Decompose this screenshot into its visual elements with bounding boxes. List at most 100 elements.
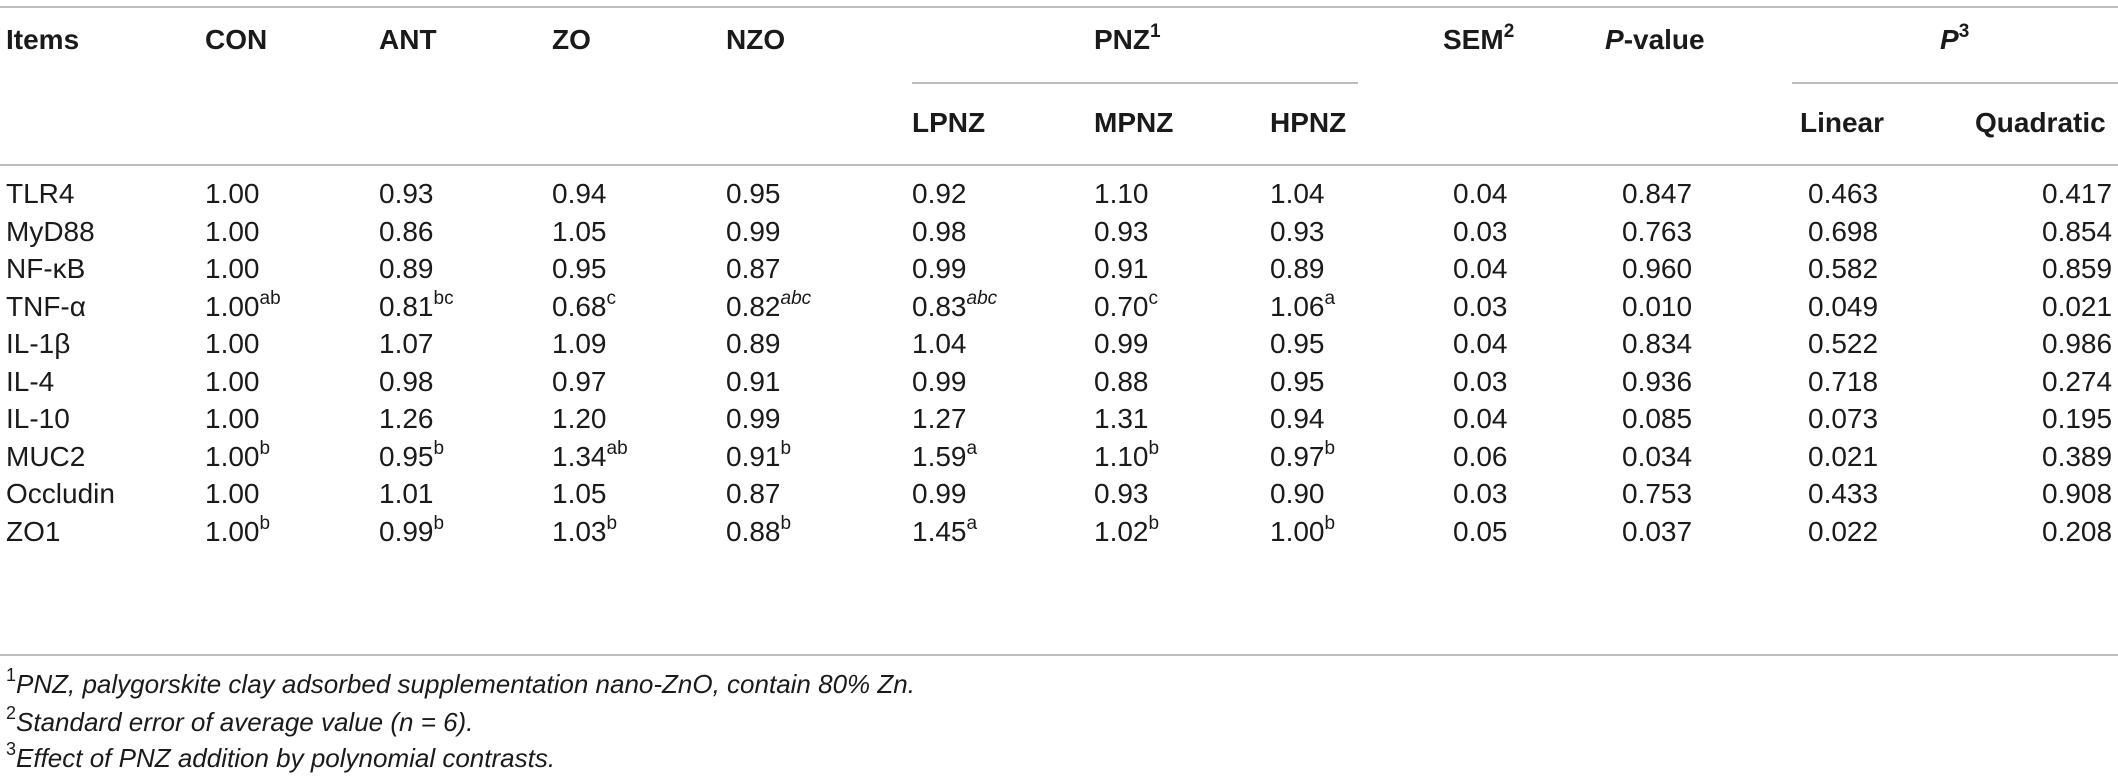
cell-p-value: 0.960 (1622, 253, 1693, 284)
cell-p-value: 0.834 (1622, 328, 1693, 359)
cell-mpnz: 0.99 (1094, 327, 1149, 361)
cell-lpnz: 1.59a (912, 439, 977, 474)
cell-con: 1.00 (205, 402, 260, 436)
header-pvalue-p: P (1605, 24, 1624, 55)
cell-value: 0.95 (1270, 366, 1325, 397)
cell-value: 0.93 (379, 178, 434, 209)
cell-value: 1.00 (205, 366, 260, 397)
cell-p-value: 0.763 (1622, 216, 1693, 247)
significance-letter: ab (606, 437, 628, 459)
cell-con: 1.00 (205, 477, 260, 511)
significance-letter: abc (966, 287, 998, 309)
cell-zo: 0.68c (552, 287, 617, 324)
cell-linear: 0.698 (1808, 216, 1879, 247)
cell-value: 0.82 (726, 291, 781, 322)
cell-linear: 0.718 (1808, 366, 1879, 397)
header-quadratic: Quadratic (1975, 107, 2106, 138)
cell-hpnz: 0.90 (1270, 477, 1325, 511)
cell-lpnz: 0.99 (912, 365, 967, 399)
cell-con: 1.00ab (205, 289, 281, 324)
cell-nzo: 0.99 (726, 215, 781, 249)
header-sem-footnote-mark: 2 (1503, 20, 1515, 42)
header-p3-footnote-mark: 3 (1958, 20, 1970, 42)
cell-zo: 1.34ab (552, 437, 628, 474)
significance-letter: c (606, 287, 617, 309)
header-pnz: PNZ1 (1094, 22, 1161, 57)
cell-value: 1.04 (1270, 178, 1325, 209)
cell-quadratic: 0.859 (2042, 253, 2113, 284)
header-sem-label: SEM (1443, 24, 1504, 55)
cell-value: 0.95 (726, 178, 781, 209)
cell-value: 0.86 (379, 216, 434, 247)
cell-value: 1.20 (552, 403, 607, 434)
significance-letter: b (1148, 437, 1160, 459)
cell-linear: 0.522 (1808, 328, 1879, 359)
cell-value: 1.03 (552, 516, 607, 547)
cell-value: 0.87 (726, 253, 781, 284)
cell-ant: 0.98 (379, 365, 434, 399)
cell-value: 0.89 (1270, 253, 1325, 284)
cell-value: 0.93 (1270, 216, 1325, 247)
cell-nzo: 0.91 (726, 365, 781, 399)
footnote-2-text: Standard error of average value (n = 6). (16, 707, 474, 737)
cell-ant: 0.86 (379, 215, 434, 249)
cell-quadratic: 0.389 (2042, 441, 2113, 472)
footnote-2: 2Standard error of average value (n = 6)… (6, 703, 474, 738)
cell-zo: 1.05 (552, 477, 607, 511)
cell-con: 1.00 (205, 252, 260, 286)
cell-value: 0.95 (1270, 328, 1325, 359)
footnote-1: 1PNZ, palygorskite clay adsorbed supplem… (6, 666, 915, 700)
cell-quadratic: 0.417 (2042, 178, 2113, 209)
cell-value: 1.31 (1094, 403, 1149, 434)
cell-mpnz: 0.70c (1094, 289, 1158, 324)
cell-value: 1.26 (379, 403, 434, 434)
row-item-label: MyD88 (6, 216, 95, 247)
significance-letter: bc (433, 287, 454, 309)
cell-linear: 0.433 (1808, 478, 1879, 509)
footnote-2-mark: 2 (6, 703, 17, 724)
cell-con: 1.00b (205, 439, 270, 474)
header-pnz-label: PNZ (1094, 24, 1150, 55)
cell-value: 0.98 (912, 216, 967, 247)
cell-sem: 0.04 (1453, 178, 1508, 209)
table-bottom-rule (0, 654, 2118, 656)
cell-sem: 0.05 (1453, 516, 1508, 547)
cell-con: 1.00 (205, 327, 260, 361)
header-con: CON (205, 24, 268, 55)
cell-lpnz: 1.04 (912, 327, 967, 361)
cell-ant: 0.99b (379, 514, 444, 549)
cell-sem: 0.03 (1453, 478, 1508, 509)
row-item-label: TNF-α (6, 291, 86, 322)
cell-value: 1.00 (205, 516, 260, 547)
cell-value: 0.99 (1094, 328, 1149, 359)
row-item-label: Occludin (6, 478, 115, 509)
row-item-label: IL-10 (6, 403, 70, 434)
cell-value: 0.99 (912, 253, 967, 284)
header-sem: SEM2 (1443, 20, 1515, 57)
cell-zo: 1.03b (552, 514, 617, 549)
cell-hpnz: 0.93 (1270, 215, 1325, 249)
significance-letter: b (780, 512, 792, 534)
cell-linear: 0.021 (1808, 441, 1879, 472)
cell-lpnz: 0.99 (912, 252, 967, 286)
cell-value: 0.88 (726, 516, 781, 547)
header-nzo: NZO (726, 24, 786, 55)
cell-ant: 0.81bc (379, 287, 454, 324)
cell-value: 1.27 (912, 403, 967, 434)
footnote-3: 3Effect of PNZ addition by polynomial co… (6, 740, 555, 774)
cell-value: 1.00 (205, 403, 260, 434)
cell-value: 1.00 (205, 253, 260, 284)
cell-ant: 1.01 (379, 477, 434, 511)
header-items: Items (6, 24, 80, 55)
cell-quadratic: 0.274 (2042, 366, 2113, 397)
cell-value: 0.89 (379, 253, 434, 284)
cell-nzo: 0.82abc (726, 289, 811, 324)
significance-letter: a (966, 512, 978, 534)
cell-nzo: 0.88b (726, 512, 792, 549)
header-zo: ZO (552, 24, 591, 55)
cell-zo: 1.20 (552, 402, 607, 436)
cell-linear: 0.022 (1808, 516, 1879, 547)
significance-letter: b (1324, 437, 1336, 459)
cell-mpnz: 0.93 (1094, 477, 1149, 511)
cell-value: 0.98 (379, 366, 434, 397)
